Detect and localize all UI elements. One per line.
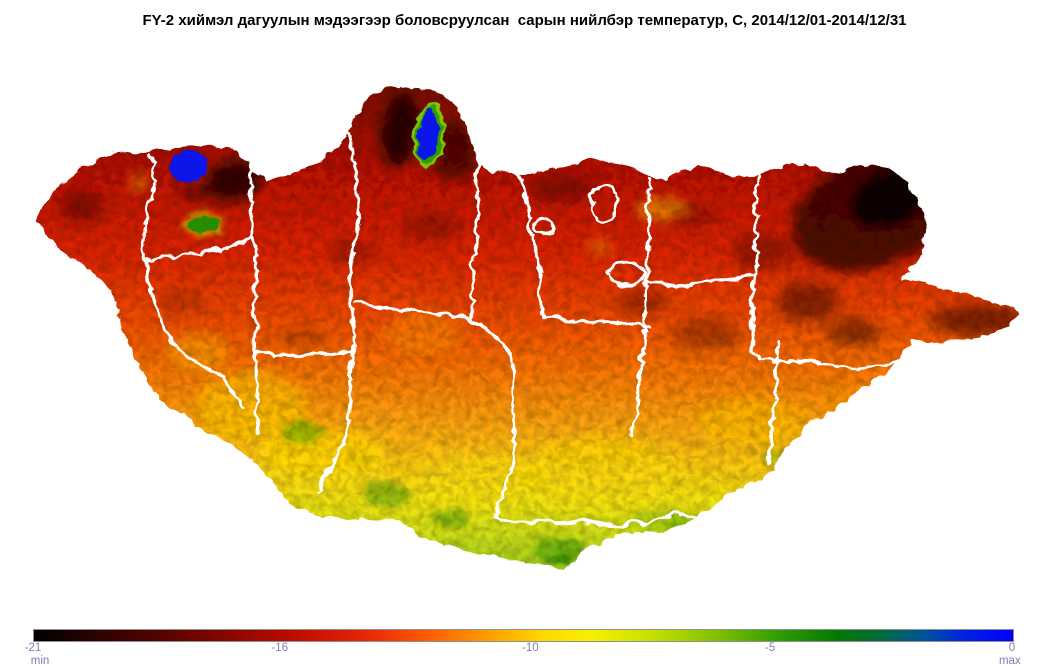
colorbar-tick-3: -5 [765,642,776,654]
colorbar-tick-4: 0 [1008,642,1016,654]
raster-noise [33,84,1018,567]
colorbar-tick-0: -21 [24,642,42,654]
darkhan-enclave-border [588,182,616,222]
colorbar-max-label: max [998,655,1021,666]
orkhon-enclave-border [531,216,553,234]
province-borders [139,128,899,526]
colorbar [33,629,1014,642]
map-title: FY-2 хиймэл дагуулын мэдээгээр боловсруу… [142,12,907,29]
uvs-lake [166,148,206,180]
ulaanbaatar-enclave-border [604,258,644,286]
colorbar-tick-2: -10 [522,642,539,654]
lakes [166,101,444,231]
khovsgol-lake [415,106,437,158]
khyargas-green-patch [187,213,217,231]
colorbar-min-label: min [30,655,50,666]
colorbar-tick-1: -16 [271,642,289,654]
map-raster [33,84,1018,567]
colorbar-labels: -21 -16 -10 -5 0 min max [25,629,1021,666]
